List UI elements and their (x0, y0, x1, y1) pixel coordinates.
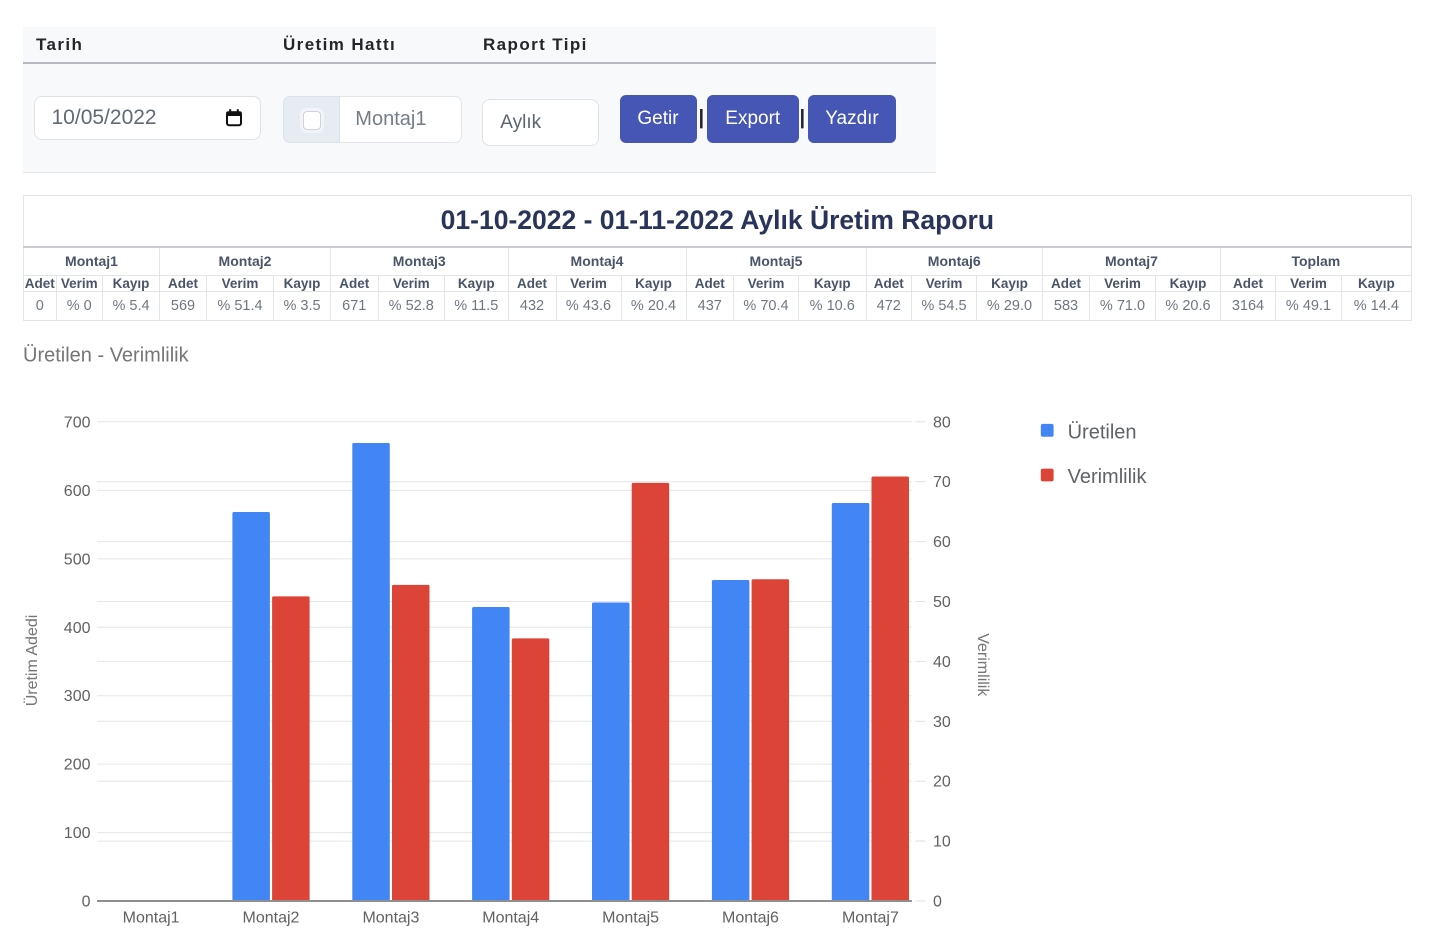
svg-text:Üretilen: Üretilen (1068, 421, 1137, 443)
svg-text:70: 70 (933, 474, 951, 491)
svg-text:Montaj7: Montaj7 (842, 910, 899, 927)
svg-text:Montaj3: Montaj3 (362, 910, 419, 927)
svg-text:600: 600 (64, 483, 91, 500)
svg-text:Montaj2: Montaj2 (243, 910, 300, 927)
svg-text:60: 60 (933, 534, 951, 551)
svg-text:20: 20 (933, 774, 951, 791)
svg-text:Montaj5: Montaj5 (602, 910, 659, 927)
svg-text:Verimlilik: Verimlilik (1068, 466, 1148, 488)
svg-text:Verimlilik: Verimlilik (974, 633, 991, 697)
svg-text:80: 80 (933, 414, 951, 431)
svg-text:700: 700 (64, 415, 91, 432)
svg-text:30: 30 (933, 714, 951, 731)
svg-text:100: 100 (64, 825, 91, 842)
svg-text:Montaj6: Montaj6 (722, 910, 779, 927)
svg-text:50: 50 (933, 594, 951, 611)
svg-text:0: 0 (82, 894, 91, 911)
svg-text:Montaj1: Montaj1 (123, 910, 180, 927)
svg-text:200: 200 (64, 757, 91, 774)
svg-text:500: 500 (64, 551, 91, 568)
svg-text:0: 0 (933, 894, 942, 911)
svg-text:10: 10 (933, 834, 951, 851)
svg-text:Üretim Adedi: Üretim Adedi (23, 615, 41, 707)
svg-text:400: 400 (64, 620, 91, 637)
svg-text:300: 300 (64, 688, 91, 705)
svg-text:Üretilen - Verimlilik: Üretilen - Verimlilik (23, 345, 190, 367)
svg-text:Montaj4: Montaj4 (482, 910, 539, 927)
svg-text:40: 40 (933, 654, 951, 671)
